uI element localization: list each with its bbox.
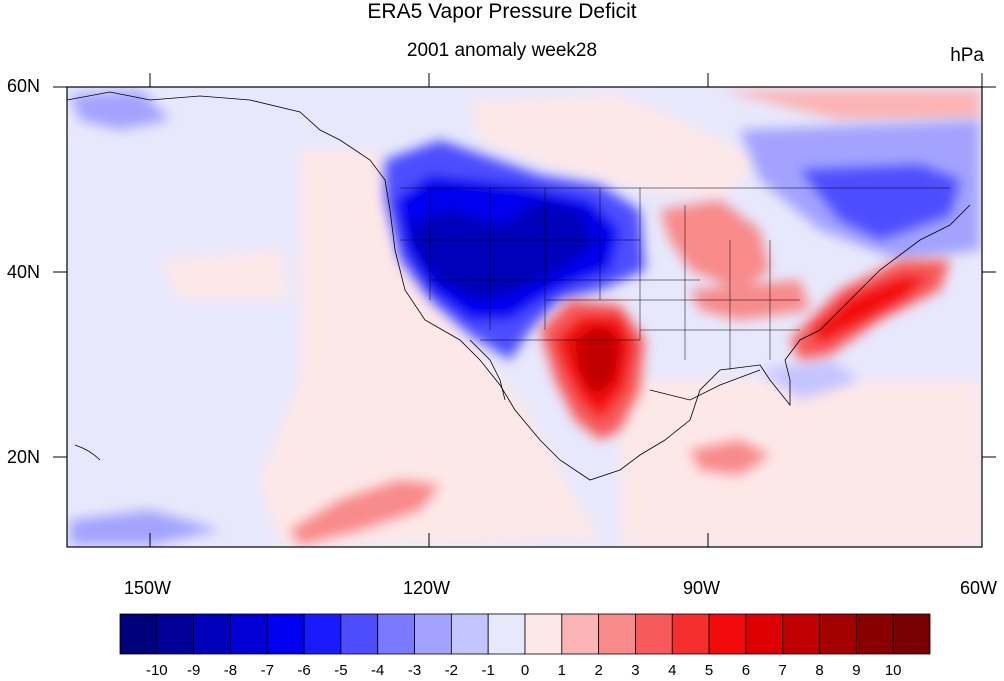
units-label: hPa bbox=[950, 45, 984, 66]
colorbar-tick-label: 10 bbox=[884, 662, 902, 679]
colorbar-swatch bbox=[819, 613, 857, 655]
positive-pacific-plume bbox=[290, 440, 770, 545]
colorbar-swatch bbox=[855, 613, 894, 655]
strong-positive-east-coast bbox=[790, 260, 950, 360]
plot-frame bbox=[66, 86, 983, 548]
colorbar-swatch bbox=[340, 613, 379, 655]
colorbar-swatch bbox=[193, 613, 231, 655]
colorbar-swatch bbox=[745, 613, 784, 655]
colorbar-swatch bbox=[635, 613, 673, 655]
colorbar-swatch bbox=[671, 613, 710, 655]
colorbar-tick-label: -3 bbox=[407, 662, 422, 679]
light-positive-regions bbox=[160, 90, 982, 547]
lon-label-90w: 90W bbox=[683, 578, 721, 598]
colorbar-tick-label: -2 bbox=[444, 662, 459, 679]
state-borders bbox=[400, 187, 950, 370]
colorbar-swatch bbox=[414, 613, 452, 655]
colorbar-tick-label: 7 bbox=[778, 662, 787, 679]
colorbar-swatch bbox=[450, 613, 489, 655]
colorbar bbox=[119, 613, 931, 655]
colorbar-tick-label: -4 bbox=[371, 662, 385, 679]
colorbar-swatch bbox=[230, 613, 268, 655]
colorbar-swatch bbox=[524, 613, 563, 655]
strong-negative-eastern-canada bbox=[800, 165, 960, 240]
colorbar-tick-label: 9 bbox=[852, 662, 861, 679]
lon-label-120w: 120W bbox=[403, 578, 451, 598]
colorbar-swatch bbox=[377, 613, 415, 655]
lat-label-40n: 40N bbox=[6, 262, 40, 282]
colorbar-swatch bbox=[266, 613, 305, 655]
colorbar-tick-label: 0 bbox=[520, 662, 530, 679]
colorbar-tick-label: -10 bbox=[145, 662, 168, 679]
colorbar-swatch bbox=[561, 613, 600, 655]
map-title: ERA5 Vapor Pressure Deficit bbox=[367, 0, 637, 23]
colorbar-swatch bbox=[598, 613, 636, 655]
colorbar-swatch bbox=[487, 613, 526, 655]
colorbar-tick-label: 1 bbox=[557, 662, 566, 679]
colorbar-tick-label: 5 bbox=[704, 662, 714, 679]
strong-negative-western-us bbox=[385, 140, 645, 360]
colorbar-tick-label: -9 bbox=[186, 662, 201, 679]
colorbar-swatch bbox=[156, 613, 195, 655]
colorbar-tick-label: 2 bbox=[594, 662, 603, 679]
lon-label-60w: 60W bbox=[960, 578, 998, 598]
colorbar-tick-label: -7 bbox=[260, 662, 274, 679]
map-subtitle: 2001 anomaly week28 bbox=[406, 40, 598, 61]
colorbar-tick-label: -1 bbox=[481, 662, 495, 679]
colorbar-tick-label: 3 bbox=[631, 662, 640, 679]
axis-ticks bbox=[53, 73, 996, 547]
colorbar-swatch bbox=[119, 613, 158, 655]
colorbar-tick-label: -5 bbox=[334, 662, 348, 679]
colorbar-swatch bbox=[892, 613, 931, 655]
colorbar-swatch bbox=[708, 613, 747, 655]
lon-label-150w: 150W bbox=[124, 578, 172, 598]
lat-label-60n: 60N bbox=[6, 76, 40, 96]
colorbar-tick-label: 4 bbox=[668, 662, 677, 679]
colorbar-swatch bbox=[303, 613, 342, 655]
colorbar-tick-label: 8 bbox=[815, 662, 824, 679]
colorbar-swatch bbox=[782, 613, 820, 655]
coastlines bbox=[67, 91, 971, 481]
anomaly-field bbox=[67, 87, 982, 547]
colorbar-tick-label: -6 bbox=[297, 662, 311, 679]
lat-label-20n: 20N bbox=[6, 447, 40, 467]
colorbar-tick-label: 6 bbox=[741, 662, 751, 679]
colorbar-tick-label: -8 bbox=[223, 662, 238, 679]
strong-positive-texas bbox=[540, 300, 645, 440]
